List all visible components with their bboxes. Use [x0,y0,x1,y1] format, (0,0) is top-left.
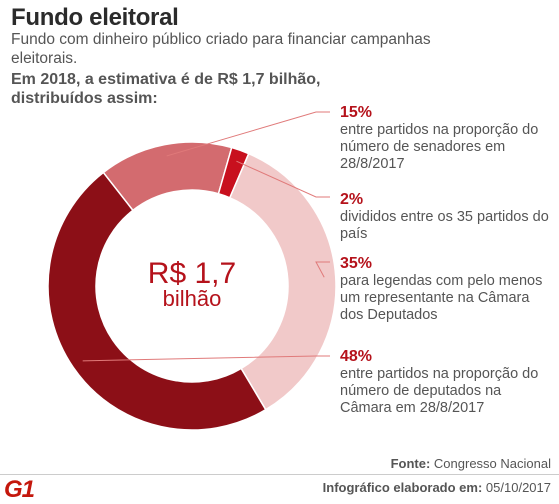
footer-divider [0,474,559,475]
center-unit-text: bilhão [163,286,222,311]
credit-label: Infográfico elaborado em: [322,480,483,495]
label-deputados: 48% entre partidos na proporção do númer… [340,347,555,417]
label-senadores: 15% entre partidos na proporção do númer… [340,103,555,173]
leader-line-deputados [82,355,330,362]
label-deputados-desc: entre partidos na proporção do número de… [340,366,539,416]
label-representante: 35% para legendas com pelo menos um repr… [340,254,555,324]
donut-slices [47,141,337,431]
donut-slice-deputados [47,171,267,431]
label-deputados-pct: 48% [340,348,373,365]
label-senadores-pct: 15% [340,104,373,121]
label-senadores-desc: entre partidos na proporção do número de… [340,122,539,172]
chart-lead: Em 2018, a estimativa é de R$ 1,7 bilhão… [11,71,321,107]
chart-subtitle: Fundo com dinheiro público criado para f… [11,31,431,67]
chart-title: Fundo eleitoral [11,4,179,31]
label-representante-desc: para legendas com pelo menos um represen… [340,273,543,323]
credit-date: 05/10/2017 [485,480,551,495]
leader-line-todos-partidos [236,160,330,198]
center-value-text: R$ 1,7 [148,257,236,290]
label-representante-pct: 35% [340,255,373,272]
source-label: Fonte: [390,456,431,471]
g1-logo: G1 [4,476,35,503]
label-todos-partidos-pct: 2% [340,191,364,208]
leader-lines [82,111,330,362]
leader-line-senadores [166,111,330,157]
label-todos-partidos: 2% divididos entre os 35 partidos do paí… [340,190,555,243]
leader-line-representante [315,261,330,278]
source-note: Fonte: Congresso Nacional [391,456,551,471]
donut-slice-representante [228,152,337,411]
credit-note: Infográfico elaborado em: 05/10/2017 [323,480,551,495]
label-todos-partidos-desc: divididos entre os 35 partidos do país [340,209,549,242]
source-value: Congresso Nacional [433,456,551,471]
